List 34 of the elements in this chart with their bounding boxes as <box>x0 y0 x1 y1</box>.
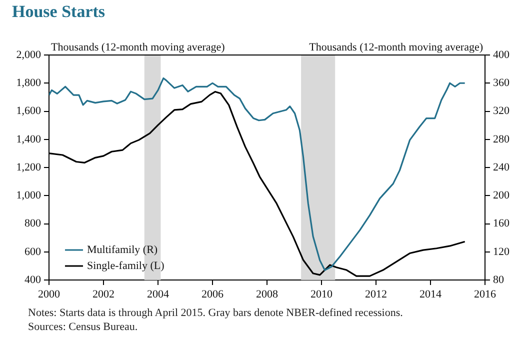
y2-axis-title: Thousands (12-month moving average) <box>309 41 484 54</box>
y-tick-label: 1,800 <box>16 77 42 90</box>
x-tick-label: 2006 <box>202 288 224 300</box>
y2-tick-label: 160 <box>493 218 510 230</box>
x-tick-label: 2010 <box>310 288 333 300</box>
y2-tick-label: 320 <box>493 105 510 118</box>
y-tick-label: 1,600 <box>16 105 42 118</box>
y2-tick-label: 360 <box>493 77 510 90</box>
y-axis-title: Thousands (12-month moving average) <box>51 41 226 54</box>
x-tick-label: 2000 <box>38 288 60 300</box>
y-tick-label: 2,000 <box>16 48 42 61</box>
y-tick-label: 400 <box>24 274 42 286</box>
x-tick-label: 2002 <box>92 288 114 300</box>
y-tick-label: 1,400 <box>16 133 42 146</box>
legend-label: Single-family (L) <box>87 260 165 272</box>
chart-title: House Starts <box>12 2 106 22</box>
y2-tick-label: 120 <box>493 246 510 258</box>
source-note: Sources: Census Bureau. <box>28 320 139 334</box>
x-tick-label: 2004 <box>147 288 170 300</box>
y2-tick-label: 280 <box>493 133 510 146</box>
y2-tick-label: 400 <box>493 48 510 61</box>
y2-tick-label: 200 <box>493 190 510 202</box>
y-tick-label: 800 <box>24 218 42 230</box>
x-tick-label: 2014 <box>420 288 442 300</box>
y2-tick-label: 240 <box>493 161 510 174</box>
y-tick-label: 600 <box>24 246 42 258</box>
text: Notes: Starts data is through April 2015. Gray bars denote NBER-defined recessions. <box>28 306 403 320</box>
y-tick-label: 1,000 <box>16 190 42 202</box>
legend-label: Multifamily (R) <box>87 244 158 256</box>
y-tick-label: 1,200 <box>16 161 42 174</box>
x-tick-label: 2016 <box>474 288 496 300</box>
x-tick-label: 2012 <box>365 288 387 300</box>
y2-tick-label: 80 <box>493 274 504 286</box>
x-tick-label: 2008 <box>256 288 278 300</box>
